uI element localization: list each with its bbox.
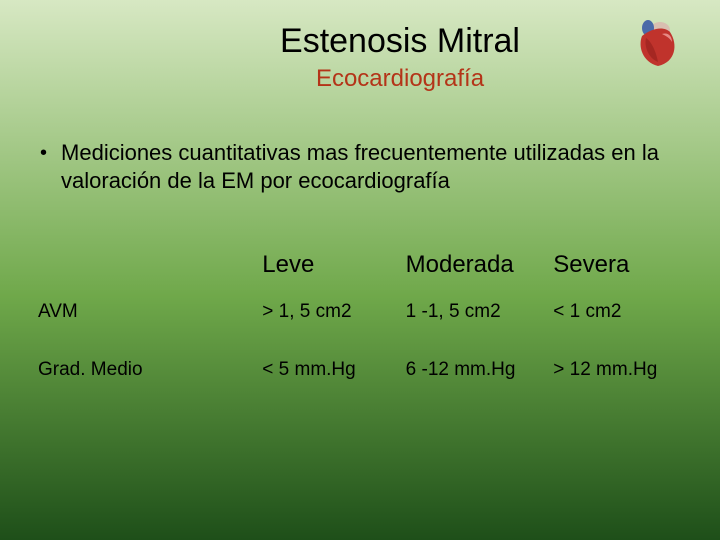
severity-table: Leve Moderada Severa AVM > 1, 5 cm2 1 -1… — [30, 251, 690, 409]
slide: Estenosis Mitral Ecocardiografía • Medic… — [0, 0, 720, 540]
cell: 1 -1, 5 cm2 — [398, 293, 546, 351]
cell: < 1 cm2 — [545, 293, 690, 351]
row-label: Grad. Medio — [30, 351, 254, 409]
cell: > 1, 5 cm2 — [254, 293, 397, 351]
heart-icon — [628, 16, 684, 72]
table-header-blank — [30, 251, 254, 293]
bullet-marker: • — [36, 139, 47, 167]
bullet-item: • Mediciones cuantitativas mas frecuente… — [36, 139, 670, 195]
bullet-list: • Mediciones cuantitativas mas frecuente… — [30, 139, 690, 195]
table-header-row: Leve Moderada Severa — [30, 251, 690, 293]
cell: 6 -12 mm.Hg — [398, 351, 546, 409]
table-header-severa: Severa — [545, 251, 690, 293]
cell: > 12 mm.Hg — [545, 351, 690, 409]
row-label: AVM — [30, 293, 254, 351]
table-row: AVM > 1, 5 cm2 1 -1, 5 cm2 < 1 cm2 — [30, 293, 690, 351]
bullet-text: Mediciones cuantitativas mas frecuenteme… — [61, 139, 670, 195]
page-title: Estenosis Mitral — [110, 22, 690, 61]
page-subtitle: Ecocardiografía — [110, 65, 690, 93]
table-header-leve: Leve — [254, 251, 397, 293]
table-row: Grad. Medio < 5 mm.Hg 6 -12 mm.Hg > 12 m… — [30, 351, 690, 409]
table-header-moderada: Moderada — [398, 251, 546, 293]
cell: < 5 mm.Hg — [254, 351, 397, 409]
